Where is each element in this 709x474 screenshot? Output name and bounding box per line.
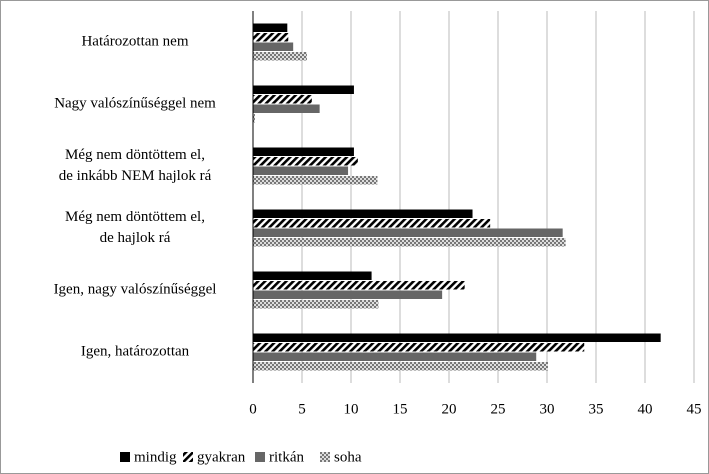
x-tick-label: 0 xyxy=(249,401,257,417)
x-tick-label: 45 xyxy=(687,401,702,417)
bar xyxy=(253,228,563,237)
y-tick-label: Nagy valószínűséggel nem xyxy=(54,95,216,111)
bar xyxy=(253,300,379,309)
x-tick-label: 35 xyxy=(589,401,604,417)
bar xyxy=(253,33,289,42)
legend-label: gyakran xyxy=(197,449,246,465)
bar xyxy=(253,271,372,280)
y-tick-label: de inkább NEM hajlok rá xyxy=(59,168,212,184)
bar xyxy=(253,290,443,299)
bar xyxy=(253,147,354,156)
y-tick-label: de hajlok rá xyxy=(100,230,171,246)
bar xyxy=(253,176,378,185)
bar xyxy=(253,52,307,61)
bar xyxy=(253,114,255,123)
bar xyxy=(253,238,566,247)
bar xyxy=(253,166,349,175)
x-tick-label: 25 xyxy=(491,401,506,417)
bar xyxy=(253,219,491,228)
legend-swatch xyxy=(183,452,193,462)
bar xyxy=(253,85,354,94)
bar xyxy=(253,23,288,32)
legend-label: mindig xyxy=(134,449,177,465)
bar xyxy=(253,281,465,290)
bar xyxy=(253,333,661,342)
bar xyxy=(253,352,537,361)
x-tick-label: 5 xyxy=(298,401,306,417)
x-tick-label: 20 xyxy=(442,401,457,417)
y-tick-label: Még nem döntöttem el, xyxy=(65,209,205,225)
legend-swatch xyxy=(120,452,130,462)
x-tick-label: 10 xyxy=(344,401,359,417)
legend-label: ritkán xyxy=(269,449,304,465)
y-tick-label: Határozottan nem xyxy=(81,33,188,49)
bar xyxy=(253,343,585,352)
bar xyxy=(253,209,473,218)
y-tick-label: Igen, határozottan xyxy=(81,343,190,359)
bar xyxy=(253,95,312,104)
x-tick-label: 40 xyxy=(638,401,653,417)
x-tick-label: 30 xyxy=(540,401,555,417)
y-tick-label: Igen, nagy valószínűséggel xyxy=(54,281,217,297)
x-tick-label: 15 xyxy=(393,401,408,417)
legend-swatch xyxy=(320,452,330,462)
bar xyxy=(253,104,320,113)
bar xyxy=(253,42,294,51)
y-tick-label: Még nem döntöttem el, xyxy=(65,147,205,163)
bar xyxy=(253,362,548,371)
legend-label: soha xyxy=(334,449,362,465)
bar xyxy=(253,157,358,166)
legend-swatch xyxy=(255,452,265,462)
